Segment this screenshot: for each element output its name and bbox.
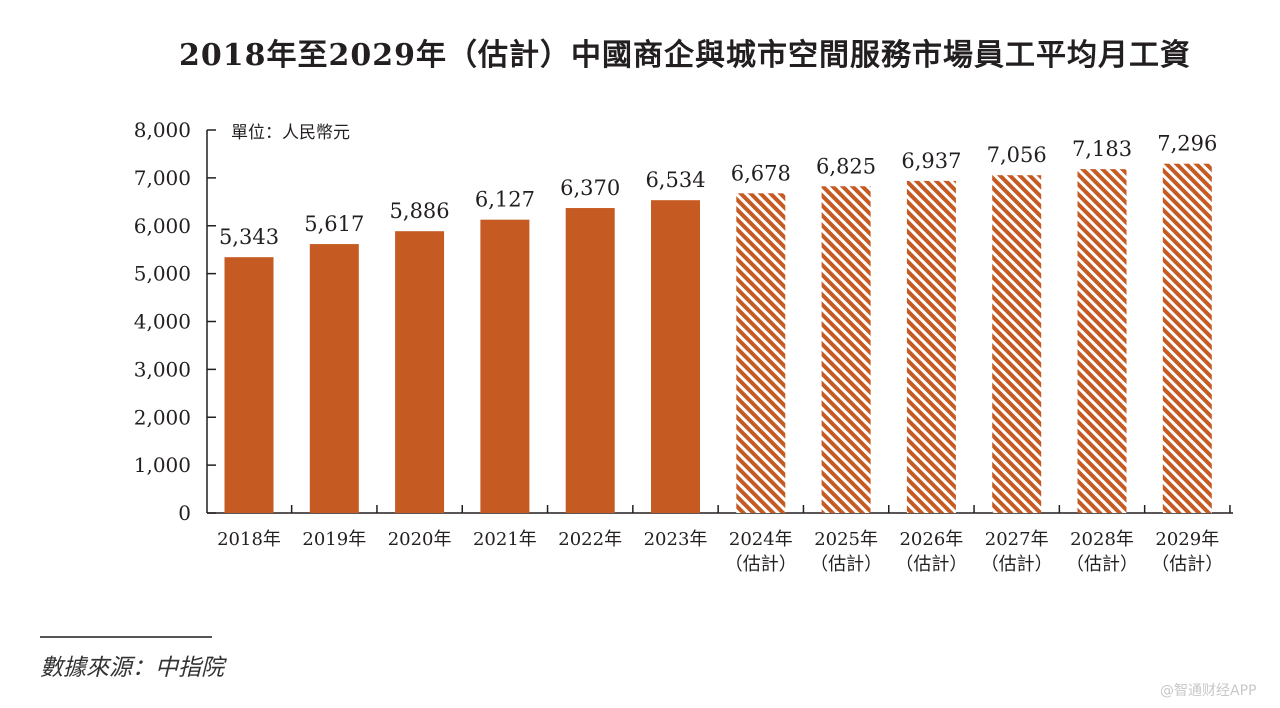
y-tick-label: 1,000 <box>134 453 191 477</box>
x-tick-label: 2020年 <box>388 529 452 550</box>
x-tick-label: 2024年 <box>729 529 793 550</box>
data-label: 7,296 <box>1157 132 1217 156</box>
chart-title: 2018年至2029年（估計）中國商企與城市空間服務市場員工平均月工資 <box>179 38 1191 73</box>
x-tick-label: （估計） <box>725 554 797 575</box>
data-label: 5,343 <box>219 225 279 249</box>
x-tick-label: 2022年 <box>558 529 622 550</box>
x-tick-label: （估計） <box>810 554 882 575</box>
x-tick-label: （估計） <box>1151 554 1223 575</box>
unit-label: 單位：人民幣元 <box>231 123 350 143</box>
data-label: 6,937 <box>901 149 961 173</box>
bar <box>309 244 359 513</box>
y-tick-label: 5,000 <box>134 262 191 286</box>
estimated-bar <box>906 180 956 514</box>
y-tick-label: 0 <box>178 501 191 525</box>
bar <box>651 200 700 513</box>
data-label: 7,056 <box>987 143 1047 167</box>
x-tick-label: 2018年 <box>217 529 281 550</box>
y-tick-label: 8,000 <box>134 118 191 142</box>
x-tick-label: 2029年 <box>1155 529 1219 550</box>
x-tick-label: 2026年 <box>899 529 963 550</box>
x-tick-label: （估計） <box>981 554 1053 575</box>
watermark: @智通财经APP <box>1160 683 1257 699</box>
data-source-note: 數據來源：中指院 <box>40 655 224 681</box>
data-label: 7,183 <box>1072 137 1132 161</box>
x-tick-label: 2025年 <box>814 529 878 550</box>
y-tick-label: 7,000 <box>134 166 191 190</box>
estimated-bar <box>1162 163 1212 514</box>
data-label: 6,370 <box>560 176 620 200</box>
x-tick-label: 2021年 <box>473 529 537 550</box>
bar <box>565 208 615 513</box>
estimated-bar <box>736 193 786 513</box>
source-divider <box>40 636 212 638</box>
x-tick-label: 2023年 <box>644 529 708 550</box>
data-label: 5,886 <box>390 199 450 223</box>
estimated-bar <box>1077 169 1127 513</box>
x-tick-label: （估計） <box>1066 554 1138 575</box>
data-label: 6,127 <box>475 188 535 212</box>
x-tick-label: 2028年 <box>1070 529 1134 550</box>
bar <box>224 257 274 513</box>
y-tick-label: 4,000 <box>134 310 191 334</box>
x-tick-label: 2027年 <box>985 529 1049 550</box>
bar <box>480 219 530 514</box>
y-tick-label: 6,000 <box>134 214 191 238</box>
x-tick-label: 2019年 <box>302 529 366 550</box>
y-tick-label: 3,000 <box>134 357 191 381</box>
data-label: 6,678 <box>731 161 791 185</box>
estimated-bar <box>992 175 1042 513</box>
data-label: 5,617 <box>304 212 364 236</box>
data-label: 6,825 <box>816 154 876 178</box>
y-tick-label: 2,000 <box>134 405 191 429</box>
bar <box>395 231 445 513</box>
estimated-bar <box>821 186 871 514</box>
data-label: 6,534 <box>645 168 705 192</box>
x-tick-label: （估計） <box>895 554 967 575</box>
